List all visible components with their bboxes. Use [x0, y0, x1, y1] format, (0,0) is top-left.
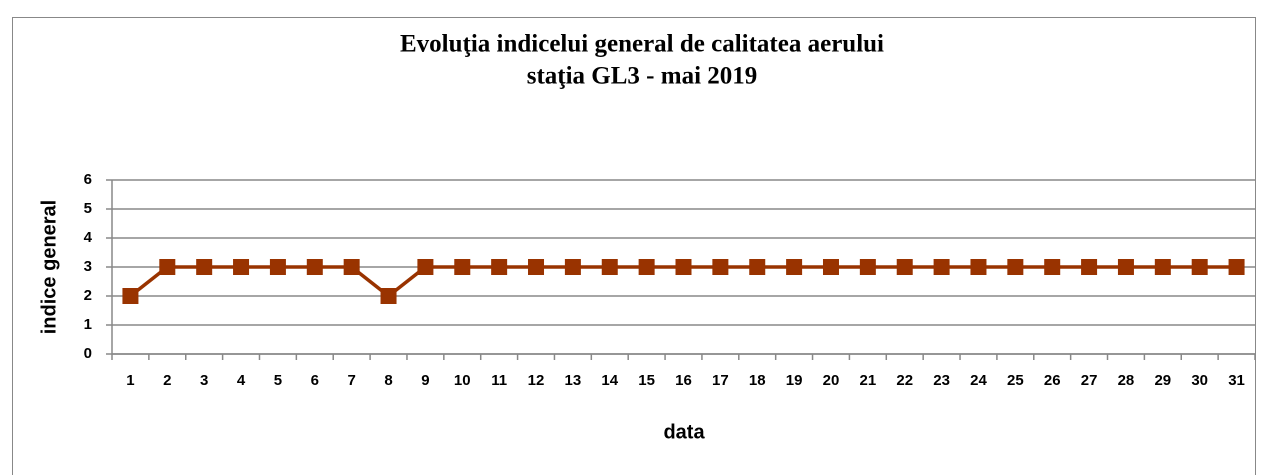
data-point	[196, 259, 213, 275]
data-point	[564, 259, 581, 275]
data-point	[749, 259, 766, 275]
data-point	[491, 259, 508, 275]
x-tick-label: 19	[786, 372, 803, 389]
x-tick-label: 15	[638, 372, 655, 389]
data-point	[343, 259, 360, 275]
x-tick-label: 16	[675, 372, 692, 389]
y-tick-label: 1	[84, 316, 92, 333]
data-point	[1117, 259, 1134, 275]
x-tick-label: 10	[454, 372, 471, 389]
x-tick-label: 21	[860, 372, 877, 389]
data-point	[269, 259, 286, 275]
x-tick-label: 31	[1228, 372, 1245, 389]
x-tick-label: 4	[237, 372, 246, 389]
data-point	[306, 259, 323, 275]
x-tick-label: 24	[970, 372, 987, 389]
chart-subtitle: staţia GL3 - mai 2019	[527, 63, 758, 90]
data-point	[675, 259, 692, 275]
x-tick-label: 12	[528, 372, 545, 389]
x-tick-label: 8	[384, 372, 392, 389]
y-tick-label: 0	[84, 345, 92, 362]
data-point	[933, 259, 950, 275]
x-tick-label: 22	[896, 372, 913, 389]
x-tick-label: 30	[1191, 372, 1208, 389]
data-point	[122, 288, 139, 304]
x-tick-label: 5	[274, 372, 282, 389]
data-point	[638, 259, 655, 275]
y-tick-label: 5	[84, 200, 92, 217]
x-tick-label: 17	[712, 372, 729, 389]
y-tick-label: 3	[84, 258, 92, 275]
y-tick-label: 2	[84, 287, 92, 304]
x-tick-label: 2	[163, 372, 171, 389]
x-tick-label: 28	[1118, 372, 1135, 389]
x-tick-label: 23	[933, 372, 950, 389]
x-tick-label: 27	[1081, 372, 1098, 389]
data-point	[1044, 259, 1061, 275]
x-tick-label: 9	[421, 372, 429, 389]
y-tick-label: 4	[84, 229, 93, 246]
data-point	[786, 259, 803, 275]
x-tick-label: 20	[823, 372, 840, 389]
x-axis-title: data	[663, 421, 705, 443]
x-tick-label: 25	[1007, 372, 1024, 389]
chart-title: Evoluţia indicelui general de calitatea …	[400, 31, 884, 58]
data-point	[970, 259, 987, 275]
x-tick-label: 7	[347, 372, 355, 389]
data-point	[380, 288, 397, 304]
data-point	[454, 259, 471, 275]
data-point	[233, 259, 250, 275]
data-point	[1191, 259, 1208, 275]
data-point	[417, 259, 434, 275]
x-tick-label: 1	[126, 372, 134, 389]
y-tick-label: 6	[84, 171, 92, 188]
data-point	[859, 259, 876, 275]
data-point	[1228, 259, 1245, 275]
data-point	[1081, 259, 1098, 275]
chart-border	[12, 17, 1256, 475]
x-tick-label: 6	[311, 372, 319, 389]
x-tick-label: 18	[749, 372, 766, 389]
data-point	[822, 259, 839, 275]
data-point	[1007, 259, 1024, 275]
x-tick-label: 13	[565, 372, 582, 389]
y-axis-title: indice general	[38, 200, 60, 335]
x-tick-label: 26	[1044, 372, 1061, 389]
data-point	[896, 259, 913, 275]
x-tick-label: 14	[601, 372, 618, 389]
x-tick-label: 3	[200, 372, 208, 389]
data-point	[159, 259, 176, 275]
data-point	[601, 259, 618, 275]
data-point	[1154, 259, 1171, 275]
data-point	[712, 259, 729, 275]
data-point	[528, 259, 545, 275]
x-tick-label: 11	[491, 372, 507, 389]
x-tick-label: 29	[1154, 372, 1171, 389]
